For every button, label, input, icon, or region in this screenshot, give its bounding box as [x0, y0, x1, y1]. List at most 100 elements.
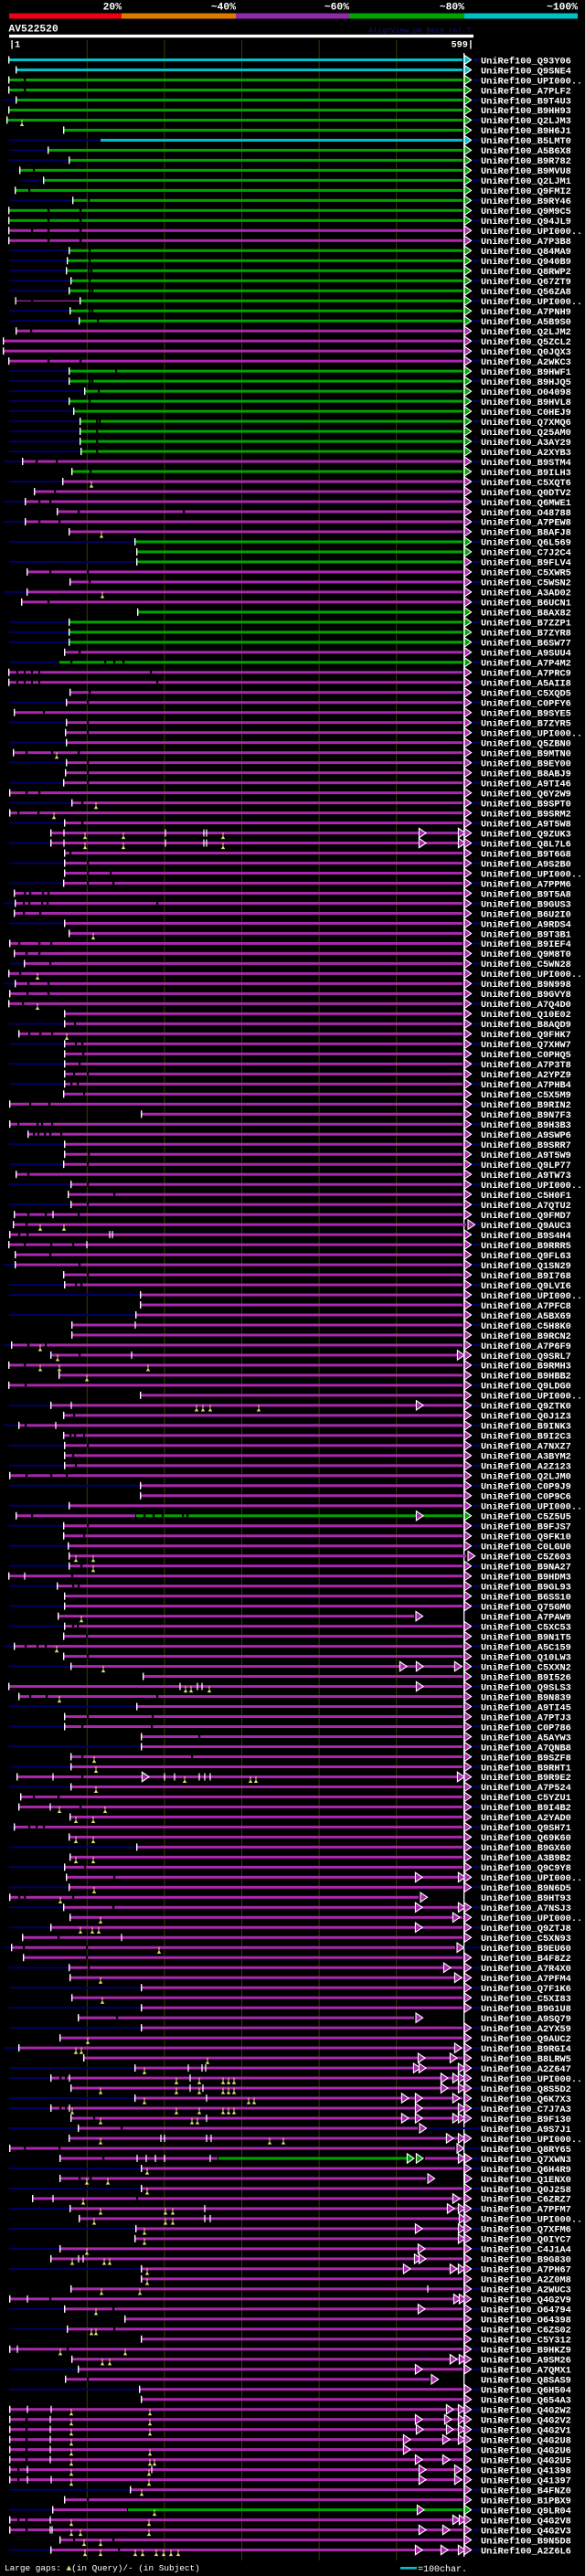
svg-text:UniRef100_B9SZF8: UniRef100_B9SZF8	[481, 1753, 571, 1764]
svg-text:UniRef100_C5YZU1: UniRef100_C5YZU1	[481, 1793, 571, 1804]
svg-text:UniRef100_A9S2B0: UniRef100_A9S2B0	[481, 859, 571, 870]
svg-text:UniRef100_C0P786: UniRef100_C0P786	[481, 1723, 571, 1733]
svg-text:UniRef100_Q9LDG0: UniRef100_Q9LDG0	[481, 1382, 571, 1393]
svg-text:UniRef100_A7QTU2: UniRef100_A7QTU2	[481, 1201, 571, 1212]
svg-text:UniRef100_Q2LJM3: UniRef100_Q2LJM3	[481, 116, 571, 127]
svg-text:UniRef100_B9N6D5: UniRef100_B9N6D5	[481, 1883, 571, 1894]
svg-text:UniRef100_Q6MWE1: UniRef100_Q6MWE1	[481, 498, 571, 509]
svg-text:UniRef100_A5B6X8: UniRef100_A5B6X8	[481, 146, 571, 157]
svg-text:UniRef100_Q7XMQ6: UniRef100_Q7XMQ6	[481, 418, 571, 429]
svg-text:UniRef100_C5XC53: UniRef100_C5XC53	[481, 1622, 571, 1633]
svg-text:~80%: ~80%	[440, 3, 464, 14]
svg-text:UniRef100_A7P6F9: UniRef100_A7P6F9	[481, 1341, 571, 1352]
svg-text:UniRef100_Q67ZT9: UniRef100_Q67ZT9	[481, 277, 571, 288]
svg-text:UniRef100_Q8RWP2: UniRef100_Q8RWP2	[481, 267, 571, 278]
svg-text:UniRef100_B8AQD9: UniRef100_B8AQD9	[481, 1020, 571, 1031]
svg-text:UniRef100_B1PBX9: UniRef100_B1PBX9	[481, 2496, 571, 2507]
svg-text:UniRef100_A7PFM7: UniRef100_A7PFM7	[481, 2205, 571, 2216]
svg-text:AlignView.pm Beta rel.7: AlignView.pm Beta rel.7	[368, 27, 471, 36]
svg-text:UniRef100_Q9FMD7: UniRef100_Q9FMD7	[481, 1211, 571, 1222]
svg-text:UniRef100_Q9LP77: UniRef100_Q9LP77	[481, 1161, 571, 1171]
svg-text:UniRef100_C4J1A4: UniRef100_C4J1A4	[481, 2245, 571, 2256]
svg-text:UniRef100_C0P9J9: UniRef100_C0P9J9	[481, 1482, 571, 1493]
svg-text:UniRef100_A7PH67: UniRef100_A7PH67	[481, 2265, 571, 2276]
svg-text:~40%: ~40%	[211, 3, 236, 14]
svg-text:UniRef100_B9R9E2: UniRef100_B9R9E2	[481, 1773, 571, 1784]
svg-text:UniRef100_Q9AUC3: UniRef100_Q9AUC3	[481, 1221, 571, 1232]
svg-text:UniRef100_Q1ENX0: UniRef100_Q1ENX0	[481, 2175, 571, 2186]
svg-text:UniRef100_B4FNZ0: UniRef100_B4FNZ0	[481, 2486, 571, 2496]
svg-text:UniRef100_B9N1T5: UniRef100_B9N1T5	[481, 1632, 571, 1643]
svg-text:UniRef100_A9TI45: UniRef100_A9TI45	[481, 1702, 571, 1713]
svg-text:UniRef100_B9SRM2: UniRef100_B9SRM2	[481, 809, 571, 820]
svg-text:UniRef100_Q0J258: UniRef100_Q0J258	[481, 2185, 571, 2196]
svg-text:UniRef100_Q9M8T0: UniRef100_Q9M8T0	[481, 949, 571, 960]
svg-text:UniRef100_B9GVY8: UniRef100_B9GVY8	[481, 990, 571, 1001]
svg-text:UniRef100_UPI000..: UniRef100_UPI000..	[481, 2215, 582, 2226]
svg-text:UniRef100_A9SM26: UniRef100_A9SM26	[481, 2356, 571, 2367]
svg-text:UniRef100_B7ZZP1: UniRef100_B7ZZP1	[481, 619, 571, 630]
svg-text:UniRef100_A7PAW9: UniRef100_A7PAW9	[481, 1612, 571, 1623]
svg-text:UniRef100_Q2LJM2: UniRef100_Q2LJM2	[481, 327, 571, 338]
svg-text:~60%: ~60%	[324, 3, 349, 14]
svg-text:UniRef100_C5Z5U5: UniRef100_C5Z5U5	[481, 1512, 571, 1523]
svg-text:UniRef100_Q4G2V3: UniRef100_Q4G2V3	[481, 2526, 571, 2537]
svg-text:UniRef100_Q9FHK7: UniRef100_Q9FHK7	[481, 1030, 571, 1041]
svg-text:UniRef100_Q9LVI6: UniRef100_Q9LVI6	[481, 1281, 571, 1292]
svg-text:UniRef100_A7PLF2: UniRef100_A7PLF2	[481, 86, 571, 97]
svg-text:UniRef100_B6SW77: UniRef100_B6SW77	[481, 639, 571, 650]
svg-text:UniRef100_Q84MA9: UniRef100_Q84MA9	[481, 247, 571, 258]
svg-text:UniRef100_B7ZYR5: UniRef100_B7ZYR5	[481, 719, 571, 730]
svg-text:UniRef100_Q9ZTJ8: UniRef100_Q9ZTJ8	[481, 1924, 571, 1935]
svg-text:UniRef100_B9R782: UniRef100_B9R782	[481, 156, 571, 167]
svg-text:UniRef100_A9SUU4: UniRef100_A9SUU4	[481, 649, 571, 660]
svg-text:UniRef100_UPI000..: UniRef100_UPI000..	[481, 1873, 582, 1884]
svg-text:UniRef100_A5AYW3: UniRef100_A5AYW3	[481, 1733, 571, 1744]
svg-text:UniRef100_Q6H4R9: UniRef100_Q6H4R9	[481, 2165, 571, 2176]
svg-text:UniRef100_Q6L569: UniRef100_Q6L569	[481, 538, 571, 549]
svg-text:UniRef100_B9RMH3: UniRef100_B9RMH3	[481, 1362, 571, 1373]
svg-text:UniRef100_A9T5W9: UniRef100_A9T5W9	[481, 1150, 571, 1161]
svg-text:UniRef100_Q7F1K6: UniRef100_Q7F1K6	[481, 1984, 571, 1995]
svg-text:UniRef100_B9EU60: UniRef100_B9EU60	[481, 1944, 571, 1955]
svg-text:UniRef100_B9T5A8: UniRef100_B9T5A8	[481, 889, 571, 900]
svg-text:UniRef100_A7PPM6: UniRef100_A7PPM6	[481, 879, 571, 890]
svg-text:UniRef100_B9N5D8: UniRef100_B9N5D8	[481, 2536, 571, 2547]
svg-text:UniRef100_Q9SNE4: UniRef100_Q9SNE4	[481, 66, 571, 77]
svg-text:UniRef100_A5B9S0: UniRef100_A5B9S0	[481, 317, 571, 328]
svg-text:~100%: ~100%	[547, 3, 578, 14]
svg-text:UniRef100_A3BYM2: UniRef100_A3BYM2	[481, 1452, 571, 1463]
svg-text:UniRef100_Q41398: UniRef100_Q41398	[481, 2465, 571, 2476]
svg-text:UniRef100_Q9AUC2: UniRef100_Q9AUC2	[481, 2034, 571, 2045]
svg-text:UniRef100_Q8S5D2: UniRef100_Q8S5D2	[481, 2084, 571, 2095]
svg-text:UniRef100_B9RCN2: UniRef100_B9RCN2	[481, 1331, 571, 1342]
svg-text:UniRef100_A9T5W8: UniRef100_A9T5W8	[481, 819, 571, 830]
svg-text:UniRef100_Q4G2W2: UniRef100_Q4G2W2	[481, 2405, 571, 2416]
svg-text:UniRef100_Q4G2U8: UniRef100_Q4G2U8	[481, 2435, 571, 2446]
svg-text:UniRef100_Q56ZA8: UniRef100_Q56ZA8	[481, 287, 571, 298]
svg-text:UniRef100_B9MTN0: UniRef100_B9MTN0	[481, 748, 571, 759]
svg-text:Large gaps: ▲(in Query)/- (in: Large gaps: ▲(in Query)/- (in Subject)	[5, 2563, 200, 2573]
svg-text:UniRef100_Q75GM0: UniRef100_Q75GM0	[481, 1602, 571, 1613]
svg-text:UniRef100_B6U2I0: UniRef100_B6U2I0	[481, 909, 571, 920]
svg-text:=100char.: =100char.	[418, 2564, 467, 2575]
svg-text:UniRef100_UPI000..: UniRef100_UPI000..	[481, 2074, 582, 2085]
svg-text:UniRef100_A2YAD0: UniRef100_A2YAD0	[481, 1813, 571, 1824]
svg-text:UniRef100_B9HJQ5: UniRef100_B9HJQ5	[481, 377, 571, 388]
svg-text:UniRef100_Q9C9Y8: UniRef100_Q9C9Y8	[481, 1863, 571, 1874]
svg-text:UniRef100_Q5ZBN0: UniRef100_Q5ZBN0	[481, 738, 571, 749]
svg-text:UniRef100_B9F130: UniRef100_B9F130	[481, 2115, 571, 2125]
svg-text:UniRef100_A9S7J1: UniRef100_A9S7J1	[481, 2125, 571, 2136]
svg-text:UniRef100_A2YX59: UniRef100_A2YX59	[481, 2024, 571, 2035]
svg-text:UniRef100_A2XYB3: UniRef100_A2XYB3	[481, 448, 571, 459]
svg-text:UniRef100_Q7XFM6: UniRef100_Q7XFM6	[481, 2225, 571, 2236]
svg-text:UniRef100_A7PTJ3: UniRef100_A7PTJ3	[481, 1712, 571, 1723]
svg-text:UniRef100_C7J2C4: UniRef100_C7J2C4	[481, 548, 571, 559]
svg-text:UniRef100_B5LMT0: UniRef100_B5LMT0	[481, 136, 571, 147]
svg-text:UniRef100_Q7XWN3: UniRef100_Q7XWN3	[481, 2155, 571, 2166]
svg-text:UniRef100_Q9LR04: UniRef100_Q9LR04	[481, 2506, 571, 2517]
svg-text:UniRef100_UPI000..: UniRef100_UPI000..	[481, 1913, 582, 1924]
svg-text:UniRef100_B8LRW5: UniRef100_B8LRW5	[481, 2054, 571, 2065]
svg-text:UniRef100_Q2LJM0: UniRef100_Q2LJM0	[481, 1472, 571, 1483]
svg-text:UniRef100_Q94JL9: UniRef100_Q94JL9	[481, 217, 571, 228]
